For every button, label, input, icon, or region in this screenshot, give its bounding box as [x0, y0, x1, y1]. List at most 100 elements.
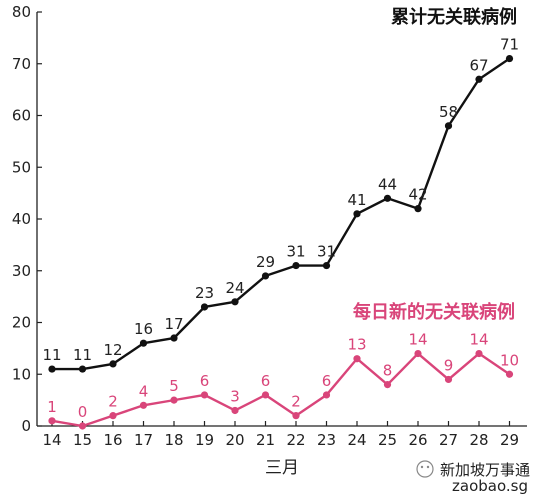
- y-axis-ticks: 0 10 20 30 40 50 60 70 80: [12, 3, 42, 435]
- x-tick-label: 27: [439, 431, 458, 449]
- data-label: 29: [256, 253, 275, 271]
- watermark: 新加坡万事通 zaobao.sg: [416, 460, 530, 495]
- data-point: [139, 339, 148, 347]
- data-label: 42: [408, 186, 427, 204]
- x-axis-ticks: 14 15 16 17 18 19 20 21 22 23 24 25 26 27 28 29: [42, 421, 519, 449]
- data-point: [109, 360, 117, 368]
- data-label: 17: [164, 315, 183, 333]
- data-point: [170, 396, 178, 404]
- data-label: 31: [317, 243, 336, 261]
- data-point: [353, 355, 361, 363]
- data-label: 16: [134, 320, 153, 338]
- x-tick-label: 25: [378, 431, 397, 449]
- data-label: 6: [322, 372, 332, 390]
- data-label: 2: [291, 393, 301, 411]
- data-label: 1: [47, 398, 57, 416]
- data-point: [353, 210, 361, 218]
- y-tick-label: 70: [12, 55, 31, 73]
- y-tick-label: 60: [12, 107, 31, 125]
- data-label: 2: [108, 393, 118, 411]
- data-point: [200, 391, 209, 399]
- data-point: [322, 261, 331, 270]
- x-tick-label: 22: [286, 431, 305, 449]
- watermark-brand: 新加坡万事通: [440, 461, 530, 479]
- x-tick-label: 21: [256, 431, 275, 449]
- data-point: [414, 349, 422, 358]
- data-point: [231, 406, 239, 415]
- x-tick-label: 23: [317, 431, 336, 449]
- data-point: [475, 349, 483, 358]
- wechat-icon-eye: [420, 465, 424, 469]
- data-label: 44: [378, 175, 397, 193]
- x-tick-label: 28: [469, 431, 488, 449]
- data-label: 4: [139, 382, 149, 400]
- data-point: [292, 261, 300, 270]
- data-point: [48, 417, 56, 425]
- y-tick-label: 0: [21, 417, 31, 435]
- x-tick-label: 29: [500, 431, 519, 449]
- data-label: 23: [195, 284, 214, 302]
- data-label: 14: [408, 331, 427, 349]
- data-point: [475, 75, 483, 83]
- data-label: 0: [78, 403, 88, 421]
- data-label: 71: [500, 36, 519, 54]
- data-label: 3: [230, 387, 240, 405]
- data-label: 9: [444, 356, 454, 374]
- data-point: [48, 365, 56, 373]
- data-label: 10: [500, 351, 519, 369]
- data-point: [444, 122, 453, 130]
- y-tick-label: 40: [12, 210, 31, 228]
- series-title-cumulative: 累计无关联病例: [391, 6, 517, 28]
- data-label: 11: [73, 346, 92, 364]
- data-point: [292, 412, 300, 420]
- y-tick-label: 20: [12, 314, 31, 332]
- data-label: 6: [261, 372, 271, 390]
- data-point: [261, 272, 270, 280]
- x-tick-label: 14: [42, 431, 61, 449]
- data-point: [109, 412, 117, 420]
- x-tick-label: 24: [347, 431, 366, 449]
- data-point: [444, 375, 453, 384]
- data-point: [139, 401, 148, 409]
- wechat-icon-eye: [426, 465, 430, 469]
- data-point: [78, 365, 87, 373]
- x-tick-label: 15: [73, 431, 92, 449]
- data-label: 11: [42, 346, 61, 364]
- y-tick-label: 10: [12, 365, 31, 383]
- data-label: 5: [169, 377, 179, 395]
- y-tick-label: 30: [12, 262, 31, 280]
- data-point: [170, 334, 178, 342]
- data-point: [231, 298, 239, 306]
- series-cumulative: 11 11 12 16 17 23 24 29 31 31 41 44 42 58 67 71: [42, 36, 519, 373]
- x-tick-label: 17: [134, 431, 153, 449]
- watermark-site: zaobao.sg: [452, 477, 528, 495]
- series-line: [52, 57, 511, 371]
- x-tick-label: 19: [195, 431, 214, 449]
- data-point: [383, 194, 392, 202]
- data-label: 14: [469, 331, 488, 349]
- data-point: [414, 205, 422, 213]
- x-axis-title: 三月: [265, 458, 299, 478]
- data-point: [505, 54, 514, 63]
- data-label: 13: [347, 336, 366, 354]
- series-title-daily: 每日新的无关联病例: [353, 301, 515, 323]
- x-tick-label: 20: [225, 431, 244, 449]
- data-point: [261, 391, 270, 399]
- data-label: 8: [383, 362, 393, 380]
- data-label: 58: [439, 103, 458, 121]
- y-tick-label: 50: [12, 158, 31, 176]
- data-label: 41: [347, 191, 366, 209]
- series-line: [51, 352, 511, 428]
- data-point: [78, 422, 87, 430]
- wechat-icon: [416, 460, 434, 478]
- data-label: 67: [469, 56, 488, 74]
- data-label: 6: [200, 372, 210, 390]
- data-label: 12: [103, 341, 122, 359]
- data-label: 31: [286, 243, 305, 261]
- data-point: [383, 381, 392, 389]
- data-point: [505, 370, 514, 378]
- x-tick-label: 18: [164, 431, 183, 449]
